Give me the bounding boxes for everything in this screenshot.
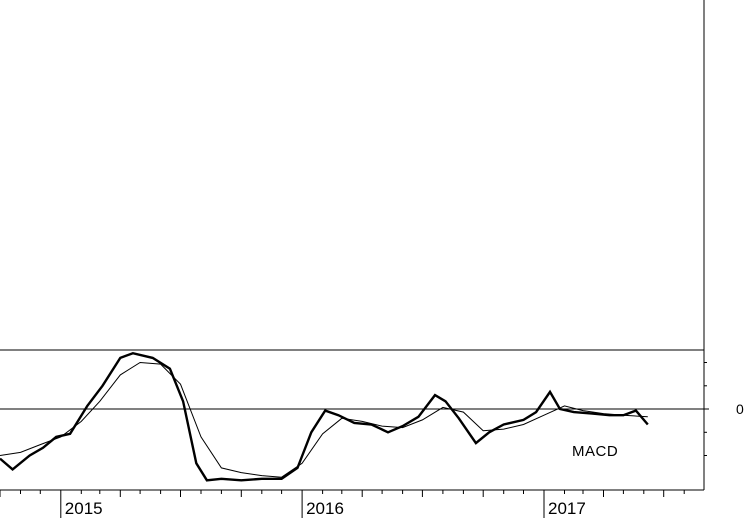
macd-panel: MACD [0,349,704,482]
macd-tick-label: 0 [736,401,744,417]
macd-line [0,351,649,482]
macd-label: MACD [572,443,618,460]
year-label: 2017 [548,499,586,518]
year-label: 2016 [306,499,344,518]
year-label: 2015 [65,499,103,518]
macd-lines-layer [0,351,649,482]
macd-signal-line [0,361,648,478]
